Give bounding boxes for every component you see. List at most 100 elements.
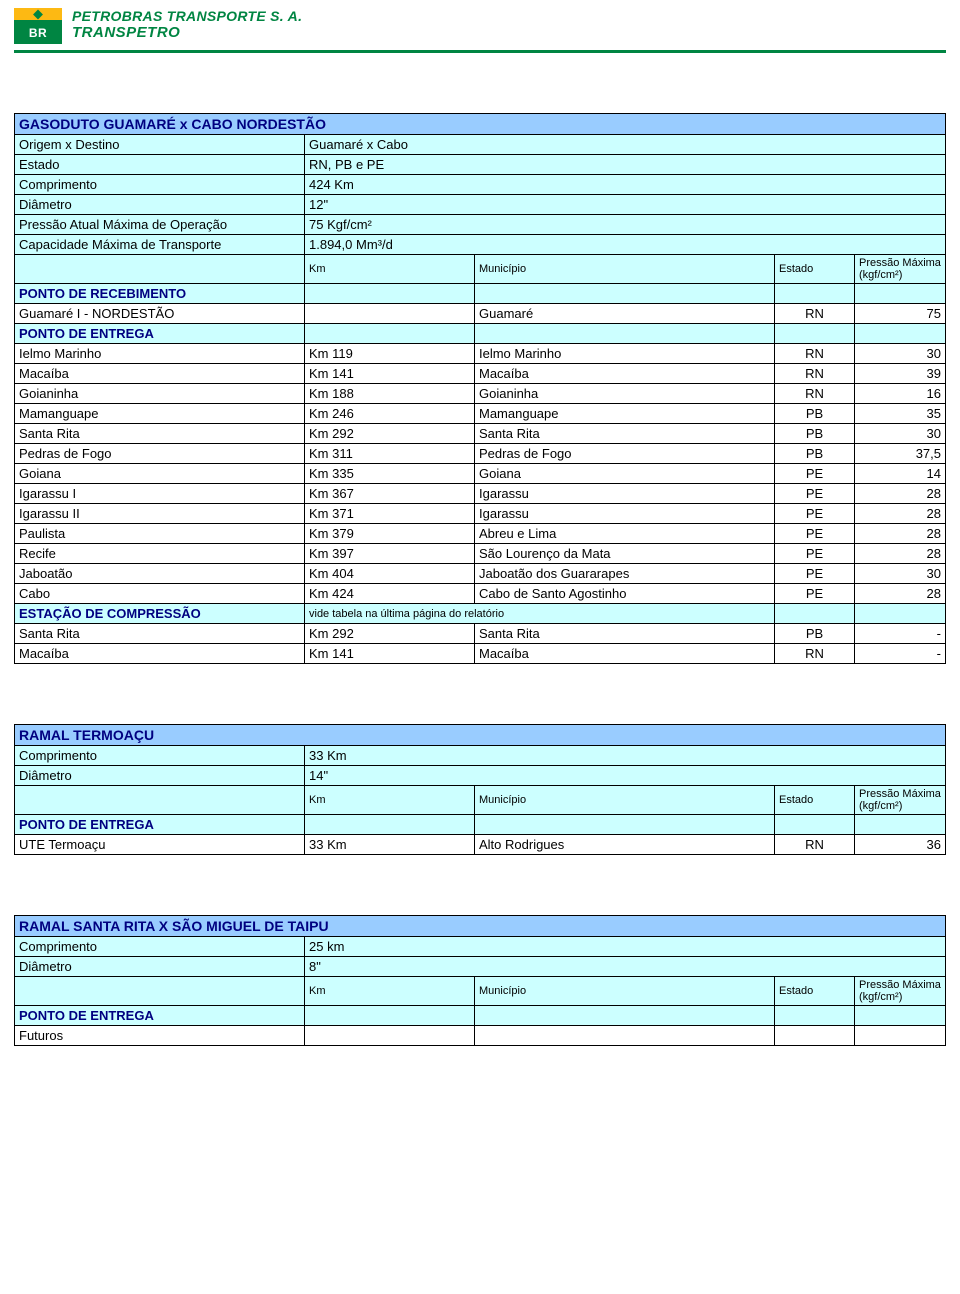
cell-km [305,304,475,324]
cell-mun: São Lourenço da Mata [475,544,775,564]
content: GASODUTO GUAMARÉ x CABO NORDESTÃO Origem… [0,53,960,1066]
cell-mun: Igarassu [475,504,775,524]
cell-est: PE [775,544,855,564]
logo: BR [14,8,62,44]
cell-mun: Santa Rita [475,624,775,644]
cell-label: Macaíba [15,364,305,384]
cell-val: 75 [855,304,946,324]
t1-spec-label: Capacidade Máxima de Transporte [15,235,305,255]
cell-val: 37,5 [855,444,946,464]
t1-spec-value: 424 Km [305,175,946,195]
t2-spec-value: 14" [305,766,946,786]
col-est: Estado [775,977,855,1006]
cell-val: 28 [855,524,946,544]
cell-mun: Macaíba [475,364,775,384]
cell-est: PB [775,444,855,464]
cell-km: Km 311 [305,444,475,464]
cell-mun: Goiana [475,464,775,484]
cell-km: Km 367 [305,484,475,504]
cell-mun: Guamaré [475,304,775,324]
cell-mun: Ielmo Marinho [475,344,775,364]
cell-est: PE [775,464,855,484]
cell-label: Paulista [15,524,305,544]
cell-km: Km 397 [305,544,475,564]
cell-val: 30 [855,564,946,584]
cell-val: 30 [855,424,946,444]
cell-km: Km 188 [305,384,475,404]
cell-val: 16 [855,384,946,404]
col-km: Km [305,977,475,1006]
t3-spec-label: Diâmetro [15,957,305,977]
cell-km: Km 141 [305,364,475,384]
page-header: BR PETROBRAS TRANSPORTE S. A. TRANSPETRO [0,0,960,44]
cell-km: Km 335 [305,464,475,484]
cell-km: Km 246 [305,404,475,424]
col-pm: Pressão Máxima(kgf/cm²) [855,977,946,1006]
cell-mun: Pedras de Fogo [475,444,775,464]
pm-l2: (kgf/cm²) [859,800,902,812]
cell-val: 39 [855,364,946,384]
cell-est: RN [775,384,855,404]
t1-spec-value: 12" [305,195,946,215]
cell-val: 28 [855,484,946,504]
t1-section-entrega: PONTO DE ENTREGA [15,324,305,344]
cell-km: Km 292 [305,424,475,444]
col-est: Estado [775,255,855,284]
t3-section-entrega: PONTO DE ENTREGA [15,1006,305,1026]
cell-est: PE [775,584,855,604]
cell-futuros: Futuros [15,1026,305,1046]
table-santarita: RAMAL SANTA RITA X SÃO MIGUEL DE TAIPU C… [14,915,946,1046]
t3-blank [15,977,305,1006]
cell-km: Km 119 [305,344,475,364]
cell-est: RN [775,344,855,364]
cell-label: Goiana [15,464,305,484]
cell-est: PE [775,564,855,584]
cell-km: Km 292 [305,624,475,644]
cell-est: PE [775,484,855,504]
cell-label: UTE Termoaçu [15,835,305,855]
t1-section-comp: ESTAÇÃO DE COMPRESSÃO [15,604,305,624]
cell-km: Km 404 [305,564,475,584]
t3-spec-value: 25 km [305,937,946,957]
col-mun: Município [475,255,775,284]
t1-spec-label: Diâmetro [15,195,305,215]
t1-comp-note: vide tabela na última página do relatóri… [305,604,775,624]
col-km: Km [305,255,475,284]
cell-km: Km 424 [305,584,475,604]
cell-est: RN [775,304,855,324]
t2-spec-value: 33 Km [305,746,946,766]
t1-spec-value: RN, PB e PE [305,155,946,175]
col-pm: Pressão Máxima(kgf/cm²) [855,255,946,284]
cell-mun: Macaíba [475,644,775,664]
t1-spec-label: Estado [15,155,305,175]
pm-l1: Pressão Máxima [859,788,941,800]
cell-val: 28 [855,584,946,604]
cell-label: Jaboatão [15,564,305,584]
cell-mun: Jaboatão dos Guararapes [475,564,775,584]
col-pm: Pressão Máxima(kgf/cm²) [855,786,946,815]
cell-val: 35 [855,404,946,424]
company-line1: PETROBRAS TRANSPORTE S. A. [72,8,302,24]
cell-label: Igarassu II [15,504,305,524]
cell-est: PE [775,524,855,544]
cell-val: 36 [855,835,946,855]
cell-est: PB [775,404,855,424]
col-est: Estado [775,786,855,815]
cell-est: PE [775,504,855,524]
cell-label: Santa Rita [15,624,305,644]
t1-spec-label: Origem x Destino [15,135,305,155]
cell-est: PB [775,424,855,444]
cell-mun: Santa Rita [475,424,775,444]
cell-km: 33 Km [305,835,475,855]
t1-spec-value: 1.894,0 Mm³/d [305,235,946,255]
cell-mun: Alto Rodrigues [475,835,775,855]
t2-title: RAMAL TERMOAÇU [15,725,946,746]
t3-title: RAMAL SANTA RITA X SÃO MIGUEL DE TAIPU [15,916,946,937]
cell-label: Goianinha [15,384,305,404]
cell-val: 28 [855,544,946,564]
cell-label: Recife [15,544,305,564]
cell-mun: Goianinha [475,384,775,404]
cell-mun: Cabo de Santo Agostinho [475,584,775,604]
cell-mun: Mamanguape [475,404,775,424]
cell-km: Km 379 [305,524,475,544]
